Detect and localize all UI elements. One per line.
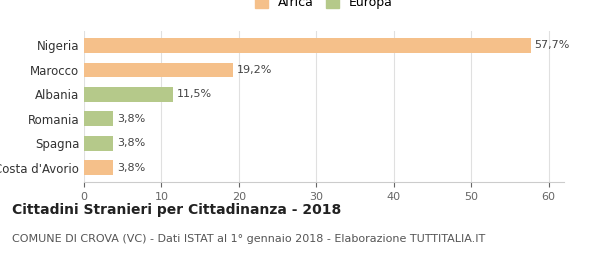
Bar: [84, 38, 531, 53]
Bar: [84, 160, 113, 175]
Text: 11,5%: 11,5%: [177, 89, 212, 99]
Text: 3,8%: 3,8%: [117, 114, 146, 124]
Text: 3,8%: 3,8%: [117, 138, 146, 148]
Text: COMUNE DI CROVA (VC) - Dati ISTAT al 1° gennaio 2018 - Elaborazione TUTTITALIA.I: COMUNE DI CROVA (VC) - Dati ISTAT al 1° …: [12, 234, 485, 244]
Bar: [84, 87, 173, 102]
Bar: [84, 112, 113, 126]
Legend: Africa, Europa: Africa, Europa: [251, 0, 397, 13]
Text: 57,7%: 57,7%: [535, 40, 570, 50]
Text: Cittadini Stranieri per Cittadinanza - 2018: Cittadini Stranieri per Cittadinanza - 2…: [12, 203, 341, 217]
Bar: [84, 136, 113, 151]
Bar: [84, 63, 233, 77]
Text: 19,2%: 19,2%: [236, 65, 272, 75]
Text: 3,8%: 3,8%: [117, 163, 146, 173]
